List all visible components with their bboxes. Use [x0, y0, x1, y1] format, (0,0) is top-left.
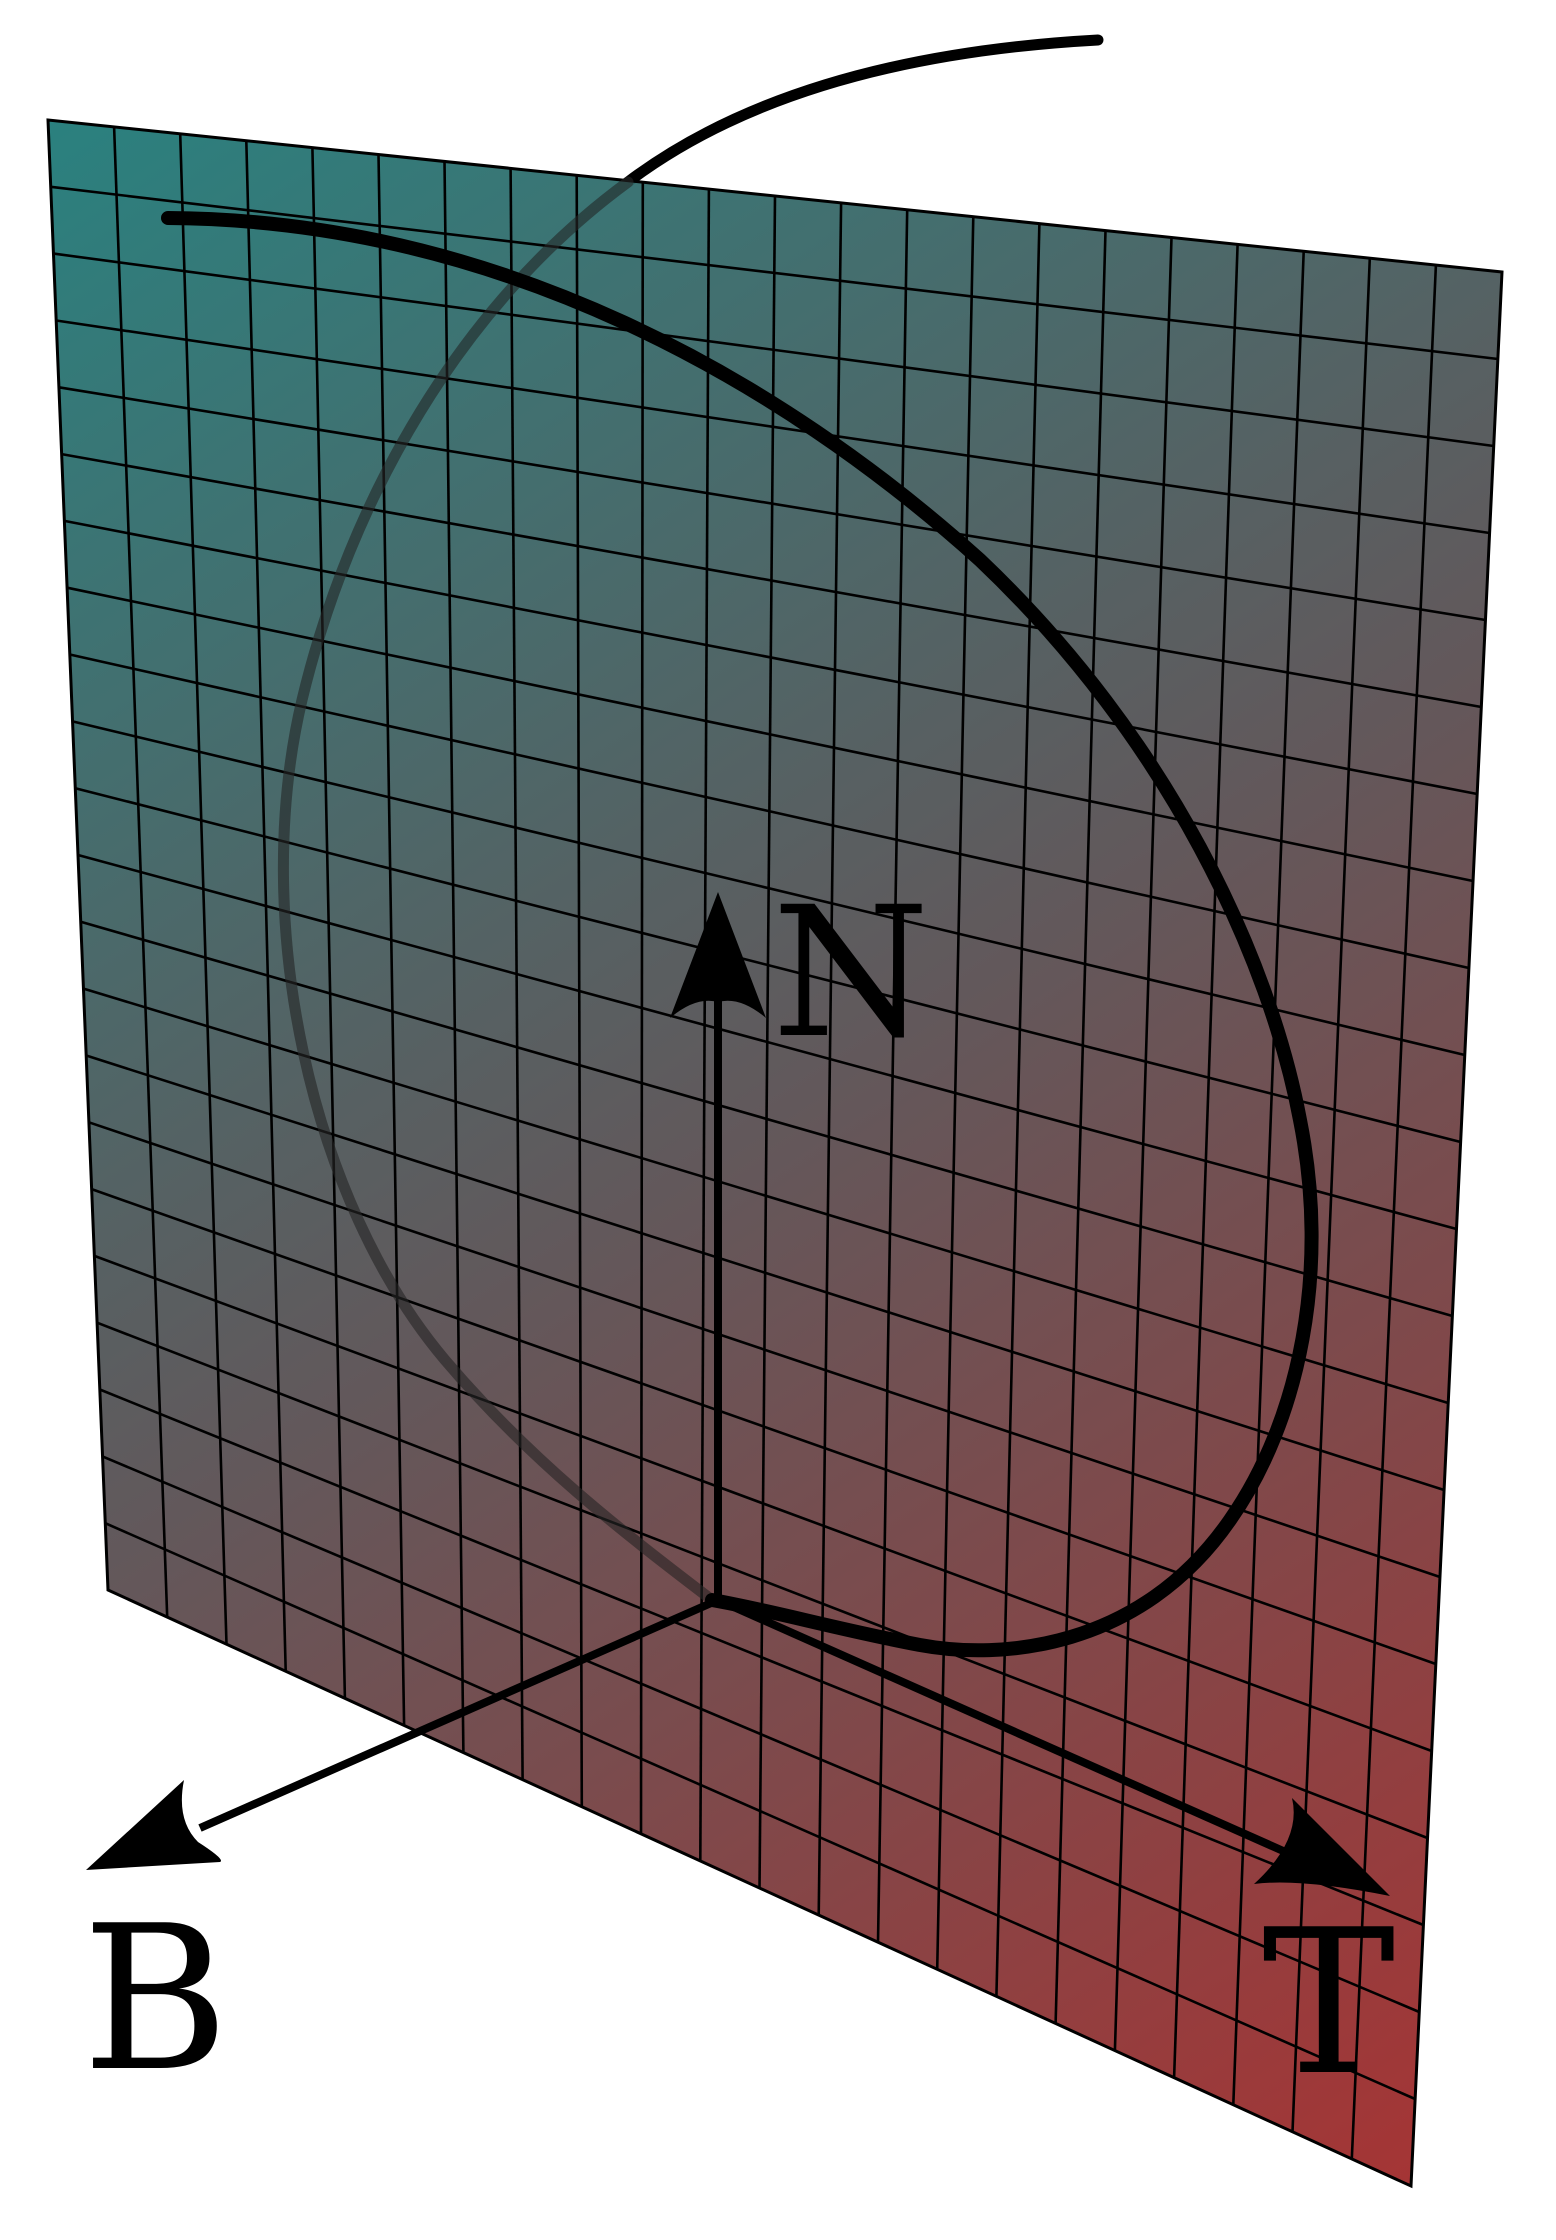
plane-grid-row-line — [77, 853, 1457, 1231]
plane-grid-row-line — [50, 185, 1499, 361]
frenet-vectors — [86, 892, 1390, 1896]
binormal-arrowhead — [86, 1780, 222, 1870]
plane-grid-row-line — [96, 1321, 1428, 1840]
plane-grid-row-line — [53, 252, 1494, 448]
plane-grid-row-line — [99, 1388, 1424, 1927]
normal-label: N — [772, 869, 930, 1078]
plane-grid-row-line — [72, 720, 1466, 1057]
plane-grid-row-line — [85, 1054, 1445, 1492]
tangent-vector-line — [716, 1596, 1292, 1858]
plane-grid-row-line — [88, 1121, 1441, 1579]
plane-grid-row-line — [101, 1455, 1420, 2014]
plane-grid-row-line — [74, 786, 1461, 1144]
curve-in-front-of-plane — [161, 211, 1319, 1658]
plane-surface — [48, 120, 1502, 2186]
normal-arrowhead — [670, 892, 766, 1018]
plane-grid-row-line — [91, 1187, 1437, 1666]
osculating-plane — [46, 118, 1504, 2189]
plane-grid-row-line — [80, 920, 1453, 1318]
plane-grid-row-line — [93, 1254, 1433, 1753]
plane-grid-row-line — [61, 452, 1482, 709]
curve-behind-plane-ghost — [277, 176, 718, 1606]
plane-grid-row-line — [58, 386, 1486, 622]
binormal-label: B — [82, 1883, 229, 2116]
plane-grid-row-line — [104, 1522, 1416, 2101]
binormal-vector-line — [198, 1596, 720, 1832]
tangent-label: T — [1262, 1887, 1395, 2120]
plane-grid-row-line — [66, 586, 1474, 883]
plane-grid-row-line — [83, 987, 1449, 1405]
tangent-arrowhead — [1254, 1798, 1390, 1896]
plane-border — [46, 118, 1504, 2189]
plane-grid-row-line — [56, 319, 1490, 535]
plane-grid-row-line — [64, 519, 1478, 796]
